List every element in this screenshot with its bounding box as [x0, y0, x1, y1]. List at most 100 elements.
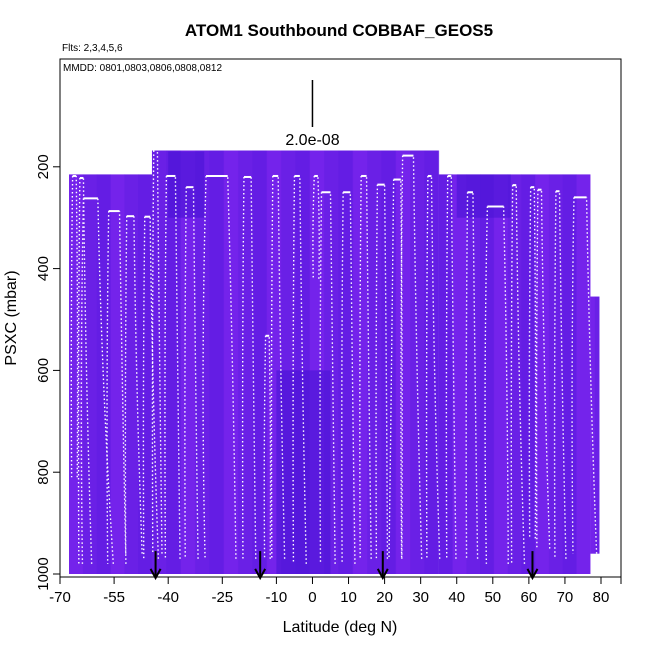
x-tick-label: -55 [103, 589, 125, 606]
profile-ascent [515, 185, 526, 564]
profile-descent [400, 155, 404, 559]
domain-band [110, 174, 125, 574]
x-tick-label: 20 [376, 589, 393, 606]
domain-band [381, 150, 397, 574]
scale-bar-label: 2.0e-08 [285, 132, 339, 149]
profile-descent [528, 187, 532, 539]
profile-ascent [156, 146, 163, 554]
y-tick-label: 600 [35, 358, 52, 383]
profile-descent [465, 192, 469, 559]
x-tick-label: 40 [448, 589, 465, 606]
y-axis-label: PSXC (mbar) [3, 270, 20, 365]
marker-arrow-head [254, 568, 267, 581]
y-axis: 200 400 600 800 1000 [35, 154, 60, 591]
x-tick-label: 0 [308, 589, 316, 606]
profile-descent [142, 216, 146, 559]
domain-band [209, 150, 225, 574]
marker-arrow-head [526, 568, 539, 581]
profile-ascent [97, 198, 114, 564]
x-tick-label: -40 [157, 589, 179, 606]
y-tick-label: 1000 [35, 557, 52, 590]
x-tick-label: -25 [211, 589, 233, 606]
profile-descent [510, 185, 514, 564]
x-axis: -70 -55 -40 -25 -10 0 10 20 30 40 50 60 70 80 [49, 577, 622, 606]
profile-ascent [299, 175, 307, 564]
x-axis-label: Latitude (deg N) [283, 619, 398, 636]
profile-descent [388, 179, 395, 559]
domain-band [166, 150, 182, 574]
profile-ascent [412, 155, 423, 559]
profile-descent [571, 197, 575, 554]
plot-area [69, 145, 600, 581]
domain-band [452, 174, 467, 574]
domain-band [223, 150, 239, 574]
scale-bar: 2.0e-08 [285, 80, 340, 149]
domain-band [194, 150, 210, 574]
profile-layer [70, 145, 598, 564]
x-tick-label: 50 [484, 589, 501, 606]
profile-ascent [133, 216, 143, 554]
profile-descent [77, 177, 81, 564]
profile-ascent [400, 179, 403, 559]
domain-band [82, 174, 98, 574]
domain-band [480, 174, 495, 574]
y-tick-label: 800 [35, 460, 52, 485]
domain-band [96, 174, 111, 574]
profile-ascent [472, 192, 479, 559]
profile-ascent [149, 216, 160, 559]
domain-band [594, 296, 600, 554]
profile-descent [124, 216, 128, 554]
domain-band [151, 150, 167, 574]
dark-region [456, 174, 511, 218]
domain-band [521, 174, 536, 574]
profile-descent [106, 211, 110, 564]
profile-ascent [533, 187, 537, 539]
profile-descent [292, 175, 296, 564]
x-tick-label: 60 [521, 589, 538, 606]
domain-band [237, 150, 253, 574]
domain-band [138, 174, 153, 574]
domain-band [507, 174, 522, 574]
profile-descent [80, 198, 85, 564]
profile-ascent [383, 184, 389, 559]
chart-title: ATOM1 Southbound COBBAF_GEOS5 [185, 21, 493, 40]
dark-layer [168, 151, 511, 574]
domain-band [352, 150, 368, 574]
profile-descent [375, 184, 379, 559]
domain-band [252, 150, 268, 574]
dark-region [276, 370, 331, 574]
domain-band [395, 150, 411, 574]
dark-region [168, 151, 205, 218]
domain-band [548, 174, 564, 574]
x-tick-label: 80 [593, 589, 610, 606]
marker-arrow-head [376, 568, 389, 581]
flights-note: Flts: 2,3,4,5,6 [62, 43, 123, 54]
y-tick-label: 200 [35, 154, 52, 179]
profile-ascent [82, 177, 93, 564]
x-tick-label: 10 [340, 589, 357, 606]
domain-band [576, 174, 591, 574]
domain-band [69, 174, 84, 574]
x-tick-label: 70 [557, 589, 574, 606]
x-tick-label: -10 [266, 589, 288, 606]
domain-layer [69, 150, 600, 574]
marker-arrow-head [149, 568, 162, 581]
domain-band [424, 150, 440, 574]
domain-band [535, 174, 550, 574]
x-tick-label: 30 [412, 589, 429, 606]
y-tick-label: 400 [35, 256, 52, 281]
marker-layer [149, 551, 539, 581]
domain-band [493, 174, 509, 574]
profile-descent [553, 191, 557, 559]
profile-ascent [558, 191, 567, 559]
domain-band [438, 174, 453, 574]
domain-band [124, 174, 139, 574]
x-tick-label: -70 [49, 589, 71, 606]
profile-ascent [118, 211, 127, 564]
dates-note: MMDD: 0801,0803,0806,0808,0812 [63, 63, 222, 74]
domain-band [367, 150, 382, 574]
profile-descent [151, 146, 155, 554]
plot-frame [59, 58, 622, 578]
domain-band [338, 150, 354, 574]
